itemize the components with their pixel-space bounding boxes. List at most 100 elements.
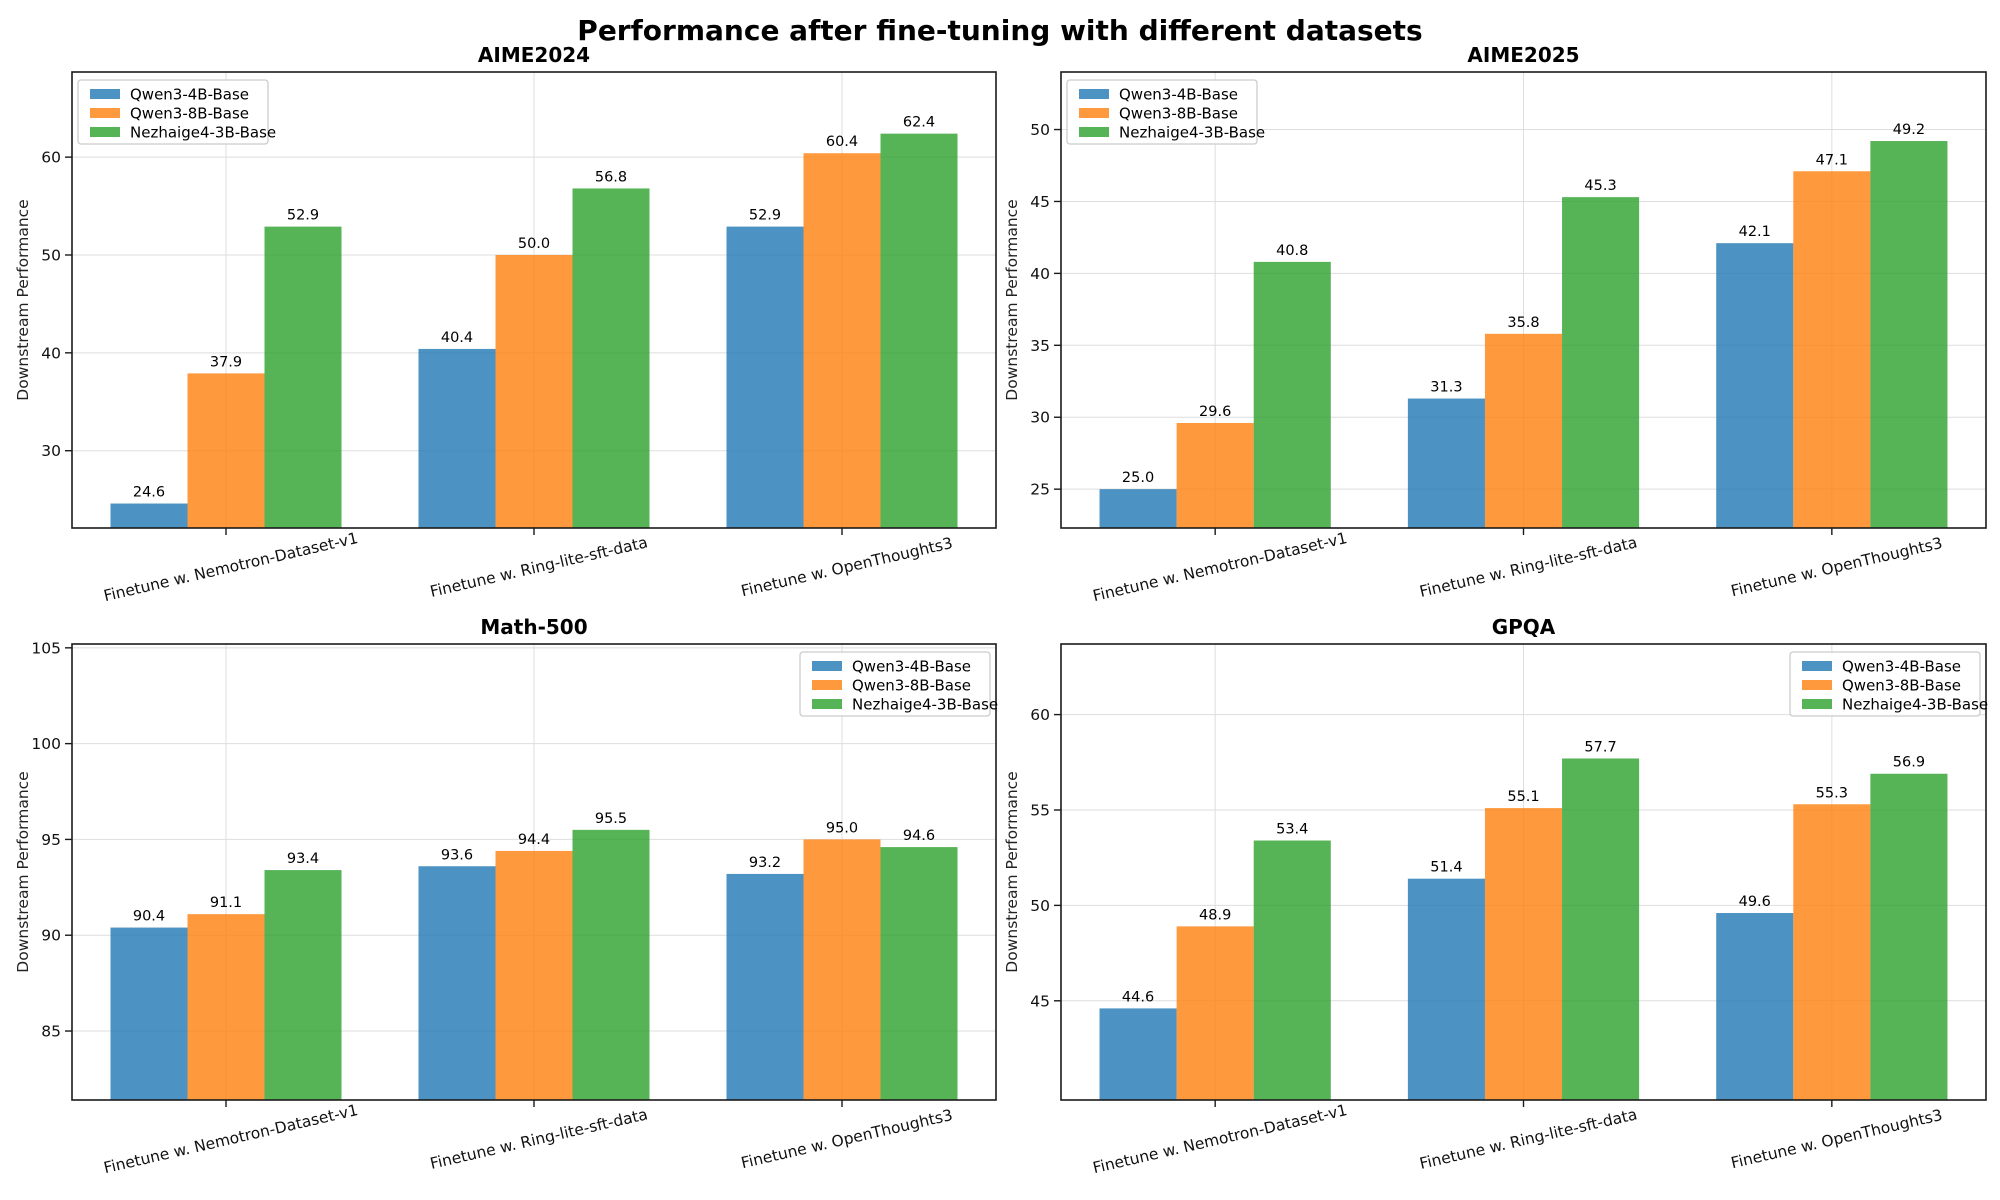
- y-tick-label: 100: [31, 735, 61, 753]
- plot-area: 24.6 40.4 52.9 37.9 50.0 60.4 52.9 56.8 62.4 30 40…: [14, 43, 997, 605]
- y-tick-label: 45: [1030, 992, 1050, 1010]
- legend-label: Nezhaige4-3B-Base: [130, 124, 276, 142]
- legend-label: Nezhaige4-3B-Base: [1842, 696, 1988, 714]
- bar-value-label: 37.9: [210, 354, 242, 370]
- y-tick-label: 60: [1030, 706, 1050, 724]
- chart-title: AIME2024: [478, 43, 590, 67]
- bar: [1407, 398, 1485, 528]
- chart-title: Math-500: [480, 615, 587, 639]
- x-tick-label: Finetune w. Nemotron-Dataset-v1: [1091, 529, 1349, 605]
- y-tick-label: 45: [1030, 193, 1050, 211]
- chart-render-layer: 44.6 51.4 49.6 48.9 55.1 55.3 53.4 57.7 56.9 45 50…: [1030, 643, 1988, 1177]
- bar-value-label: 55.1: [1507, 789, 1539, 805]
- bar-value-label: 93.4: [287, 851, 319, 867]
- bar: [495, 254, 573, 528]
- y-axis-label: Downstream Performance: [14, 771, 32, 972]
- legend-swatch: [1079, 108, 1109, 118]
- bar: [1253, 840, 1331, 1100]
- bar-value-label: 91.1: [210, 895, 242, 911]
- x-tick-label: Finetune w. Ring-lite-sft-data: [1418, 1105, 1639, 1173]
- bar: [803, 839, 881, 1100]
- bar-value-label: 48.9: [1199, 907, 1231, 923]
- legend-swatch: [1802, 699, 1832, 709]
- bar: [1176, 422, 1254, 528]
- chart-gpqa: 44.6 51.4 49.6 48.9 55.1 55.3 53.4 57.7 56.9 45 50…: [1000, 612, 2000, 1200]
- bar-value-label: 44.6: [1122, 989, 1154, 1005]
- chart-aime2025: 25.0 31.3 42.1 29.6 35.8 47.1 40.8 45.3 49.2 25 30…: [1000, 40, 2000, 612]
- chart-render-layer: 24.6 40.4 52.9 37.9 50.0 60.4 52.9 56.8 62.4 30 40…: [41, 71, 997, 605]
- bar: [187, 914, 265, 1100]
- y-tick-label: 55: [1030, 801, 1050, 819]
- bar-value-label: 93.6: [441, 847, 473, 863]
- plot-area: 25.0 31.3 42.1 29.6 35.8 47.1 40.8 45.3 49.2 25 30…: [1003, 43, 1987, 605]
- y-tick-label: 40: [1030, 265, 1050, 283]
- legend-label: Qwen3-4B-Base: [1119, 86, 1238, 104]
- bar: [1253, 261, 1331, 528]
- y-axis-label: Downstream Performance: [1003, 771, 1021, 972]
- legend-label: Qwen3-4B-Base: [130, 86, 249, 104]
- bar: [418, 866, 496, 1100]
- bar: [880, 133, 958, 528]
- x-tick-label: Finetune w. OpenThoughts3: [1729, 534, 1944, 600]
- y-tick-label: 25: [1030, 481, 1050, 499]
- bar-value-label: 45.3: [1584, 178, 1616, 194]
- legend-box: [1066, 79, 1258, 145]
- x-tick-label: Finetune w. Nemotron-Dataset-v1: [102, 529, 360, 605]
- y-axis-label: Downstream Performance: [1003, 199, 1021, 400]
- legend-swatch: [812, 680, 842, 690]
- legend-swatch: [90, 108, 120, 118]
- bar-value-label: 56.8: [595, 169, 627, 185]
- bar: [187, 373, 265, 528]
- bar-value-label: 35.8: [1507, 315, 1539, 331]
- bar-value-label: 57.7: [1584, 739, 1616, 755]
- bar-value-label: 94.6: [903, 828, 935, 844]
- bar-value-label: 29.6: [1199, 404, 1231, 420]
- legend-label: Qwen3-8B-Base: [130, 105, 249, 123]
- chart-aime2024: 24.6 40.4 52.9 37.9 50.0 60.4 52.9 56.8 62.4 30 40…: [0, 40, 1000, 612]
- legend-label: Qwen3-4B-Base: [1842, 658, 1961, 676]
- x-tick-label: Finetune w. OpenThoughts3: [739, 534, 954, 600]
- x-tick-label: Finetune w. OpenThoughts3: [739, 1106, 954, 1172]
- x-tick-label: Finetune w. Nemotron-Dataset-v1: [102, 1101, 360, 1177]
- bar-value-label: 47.1: [1816, 152, 1848, 168]
- chart-render-layer: 25.0 31.3 42.1 29.6 35.8 47.1 40.8 45.3 49.2 25 30…: [1030, 71, 1987, 605]
- bar: [572, 829, 650, 1100]
- bar: [1407, 878, 1485, 1100]
- bar-value-label: 60.4: [826, 134, 858, 150]
- bar-value-label: 90.4: [133, 909, 165, 925]
- legend-label: Qwen3-8B-Base: [1119, 105, 1238, 123]
- legend-box: [799, 651, 991, 717]
- y-tick-label: 95: [41, 831, 61, 849]
- y-tick-label: 50: [41, 246, 61, 264]
- chart-math-500: 90.4 93.6 93.2 91.1 94.4 95.0 93.4 95.5 94.6 85 90…: [0, 612, 1000, 1200]
- y-tick-label: 90: [41, 927, 61, 945]
- bar: [1562, 197, 1640, 529]
- bar: [1484, 333, 1563, 528]
- bar-value-label: 25.0: [1122, 470, 1154, 486]
- bar-value-label: 52.9: [287, 208, 319, 224]
- chart-title: GPQA: [1492, 615, 1556, 639]
- bar: [1099, 489, 1177, 528]
- y-tick-label: 40: [41, 344, 61, 362]
- x-tick-label: Finetune w. Ring-lite-sft-data: [1418, 533, 1639, 601]
- bar-value-label: 31.3: [1430, 380, 1462, 396]
- bar: [726, 873, 804, 1100]
- legend-swatch: [812, 661, 842, 671]
- bar-value-label: 40.8: [1276, 243, 1308, 259]
- legend-swatch: [1802, 680, 1832, 690]
- y-tick-label: 30: [41, 442, 61, 460]
- legend-label: Nezhaige4-3B-Base: [1119, 124, 1265, 142]
- bar-value-label: 51.4: [1430, 860, 1462, 876]
- bar: [1484, 808, 1563, 1100]
- plot-area: 44.6 51.4 49.6 48.9 55.1 55.3 53.4 57.7 56.9 45 50…: [1003, 615, 1988, 1177]
- bar-value-label: 42.1: [1739, 224, 1771, 240]
- x-tick-label: Finetune w. Nemotron-Dataset-v1: [1091, 1101, 1349, 1177]
- x-tick-label: Finetune w. Ring-lite-sft-data: [428, 1105, 649, 1173]
- x-tick-label: Finetune w. Ring-lite-sft-data: [428, 533, 649, 601]
- legend-swatch: [1079, 127, 1109, 137]
- y-tick-label: 105: [31, 639, 61, 657]
- bar: [1176, 926, 1254, 1100]
- bar: [418, 348, 496, 528]
- chart-render-layer: 90.4 93.6 93.2 91.1 94.4 95.0 93.4 95.5 94.6 85 90…: [31, 639, 998, 1177]
- legend-swatch: [812, 699, 842, 709]
